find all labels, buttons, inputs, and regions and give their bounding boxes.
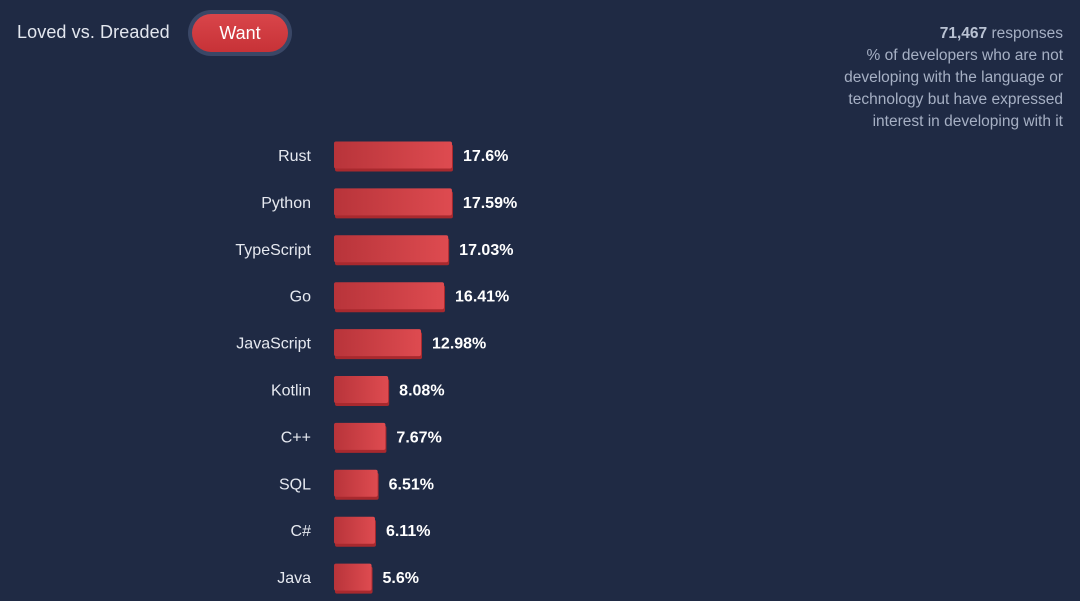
responses-word: responses xyxy=(991,25,1063,42)
loved-vs-dreaded-toggle[interactable]: Loved vs. Dreaded xyxy=(17,22,170,42)
bar-c- xyxy=(334,422,386,450)
value-label: 12.98% xyxy=(432,336,486,353)
bar-go xyxy=(334,282,445,310)
value-label: 6.51% xyxy=(389,476,434,493)
value-label: 17.6% xyxy=(463,148,508,165)
category-label: C++ xyxy=(281,429,311,446)
responses-count: 71,467 xyxy=(939,25,988,42)
bar-row: Rust 17.6% xyxy=(278,141,508,172)
want-button[interactable]: Want xyxy=(188,10,292,56)
bar-row: TypeScript 17.03% xyxy=(235,235,513,266)
category-label: TypeScript xyxy=(235,242,311,259)
value-label: 17.59% xyxy=(463,195,517,212)
bar-row: Java 5.6% xyxy=(277,563,419,594)
value-label: 5.6% xyxy=(383,570,419,587)
bar-row: JavaScript 12.98% xyxy=(236,329,486,360)
category-label: Rust xyxy=(278,148,311,165)
bar-row: Python 17.59% xyxy=(261,188,517,219)
bar-python xyxy=(334,188,452,216)
bar-row: C# 6.11% xyxy=(291,516,430,547)
category-label: JavaScript xyxy=(236,336,311,353)
description-line-1: % of developers who are not xyxy=(866,47,1063,64)
bar-java xyxy=(334,563,372,591)
bar-sql xyxy=(334,469,378,497)
description-line-3: technology but have expressed xyxy=(848,91,1063,108)
category-label: C# xyxy=(291,523,312,540)
category-label: Python xyxy=(261,195,311,212)
category-label: SQL xyxy=(279,476,311,493)
bar-row: Go 16.41% xyxy=(290,282,509,313)
bar-rust xyxy=(334,141,452,169)
bar-row: SQL 6.51% xyxy=(279,469,434,500)
responses-info: 71,467 responses % of developers who are… xyxy=(844,23,1063,133)
description-line-4: interest in developing with it xyxy=(872,113,1063,130)
category-label: Kotlin xyxy=(271,383,311,400)
description-line-2: developing with the language or xyxy=(844,69,1063,86)
category-label: Java xyxy=(277,570,311,587)
bars-group: Rust 17.6% Python 17.59% TypeScript 17.03% Go 1… xyxy=(235,141,517,594)
bar-typescript xyxy=(334,235,449,263)
category-label: Go xyxy=(290,289,311,306)
want-button-label: Want xyxy=(192,14,288,52)
value-label: 16.41% xyxy=(455,289,509,306)
responses-line: 71,467 responses xyxy=(844,23,1063,45)
value-label: 17.03% xyxy=(459,242,513,259)
bar-kotlin xyxy=(334,376,389,403)
value-label: 8.08% xyxy=(399,383,444,400)
bar-javascript xyxy=(334,329,422,357)
bar-c- xyxy=(334,516,375,544)
value-label: 7.67% xyxy=(396,429,441,446)
bar-row: C++ 7.67% xyxy=(281,422,442,453)
value-label: 6.11% xyxy=(386,523,430,540)
bar-row: Kotlin 8.08% xyxy=(271,376,445,406)
